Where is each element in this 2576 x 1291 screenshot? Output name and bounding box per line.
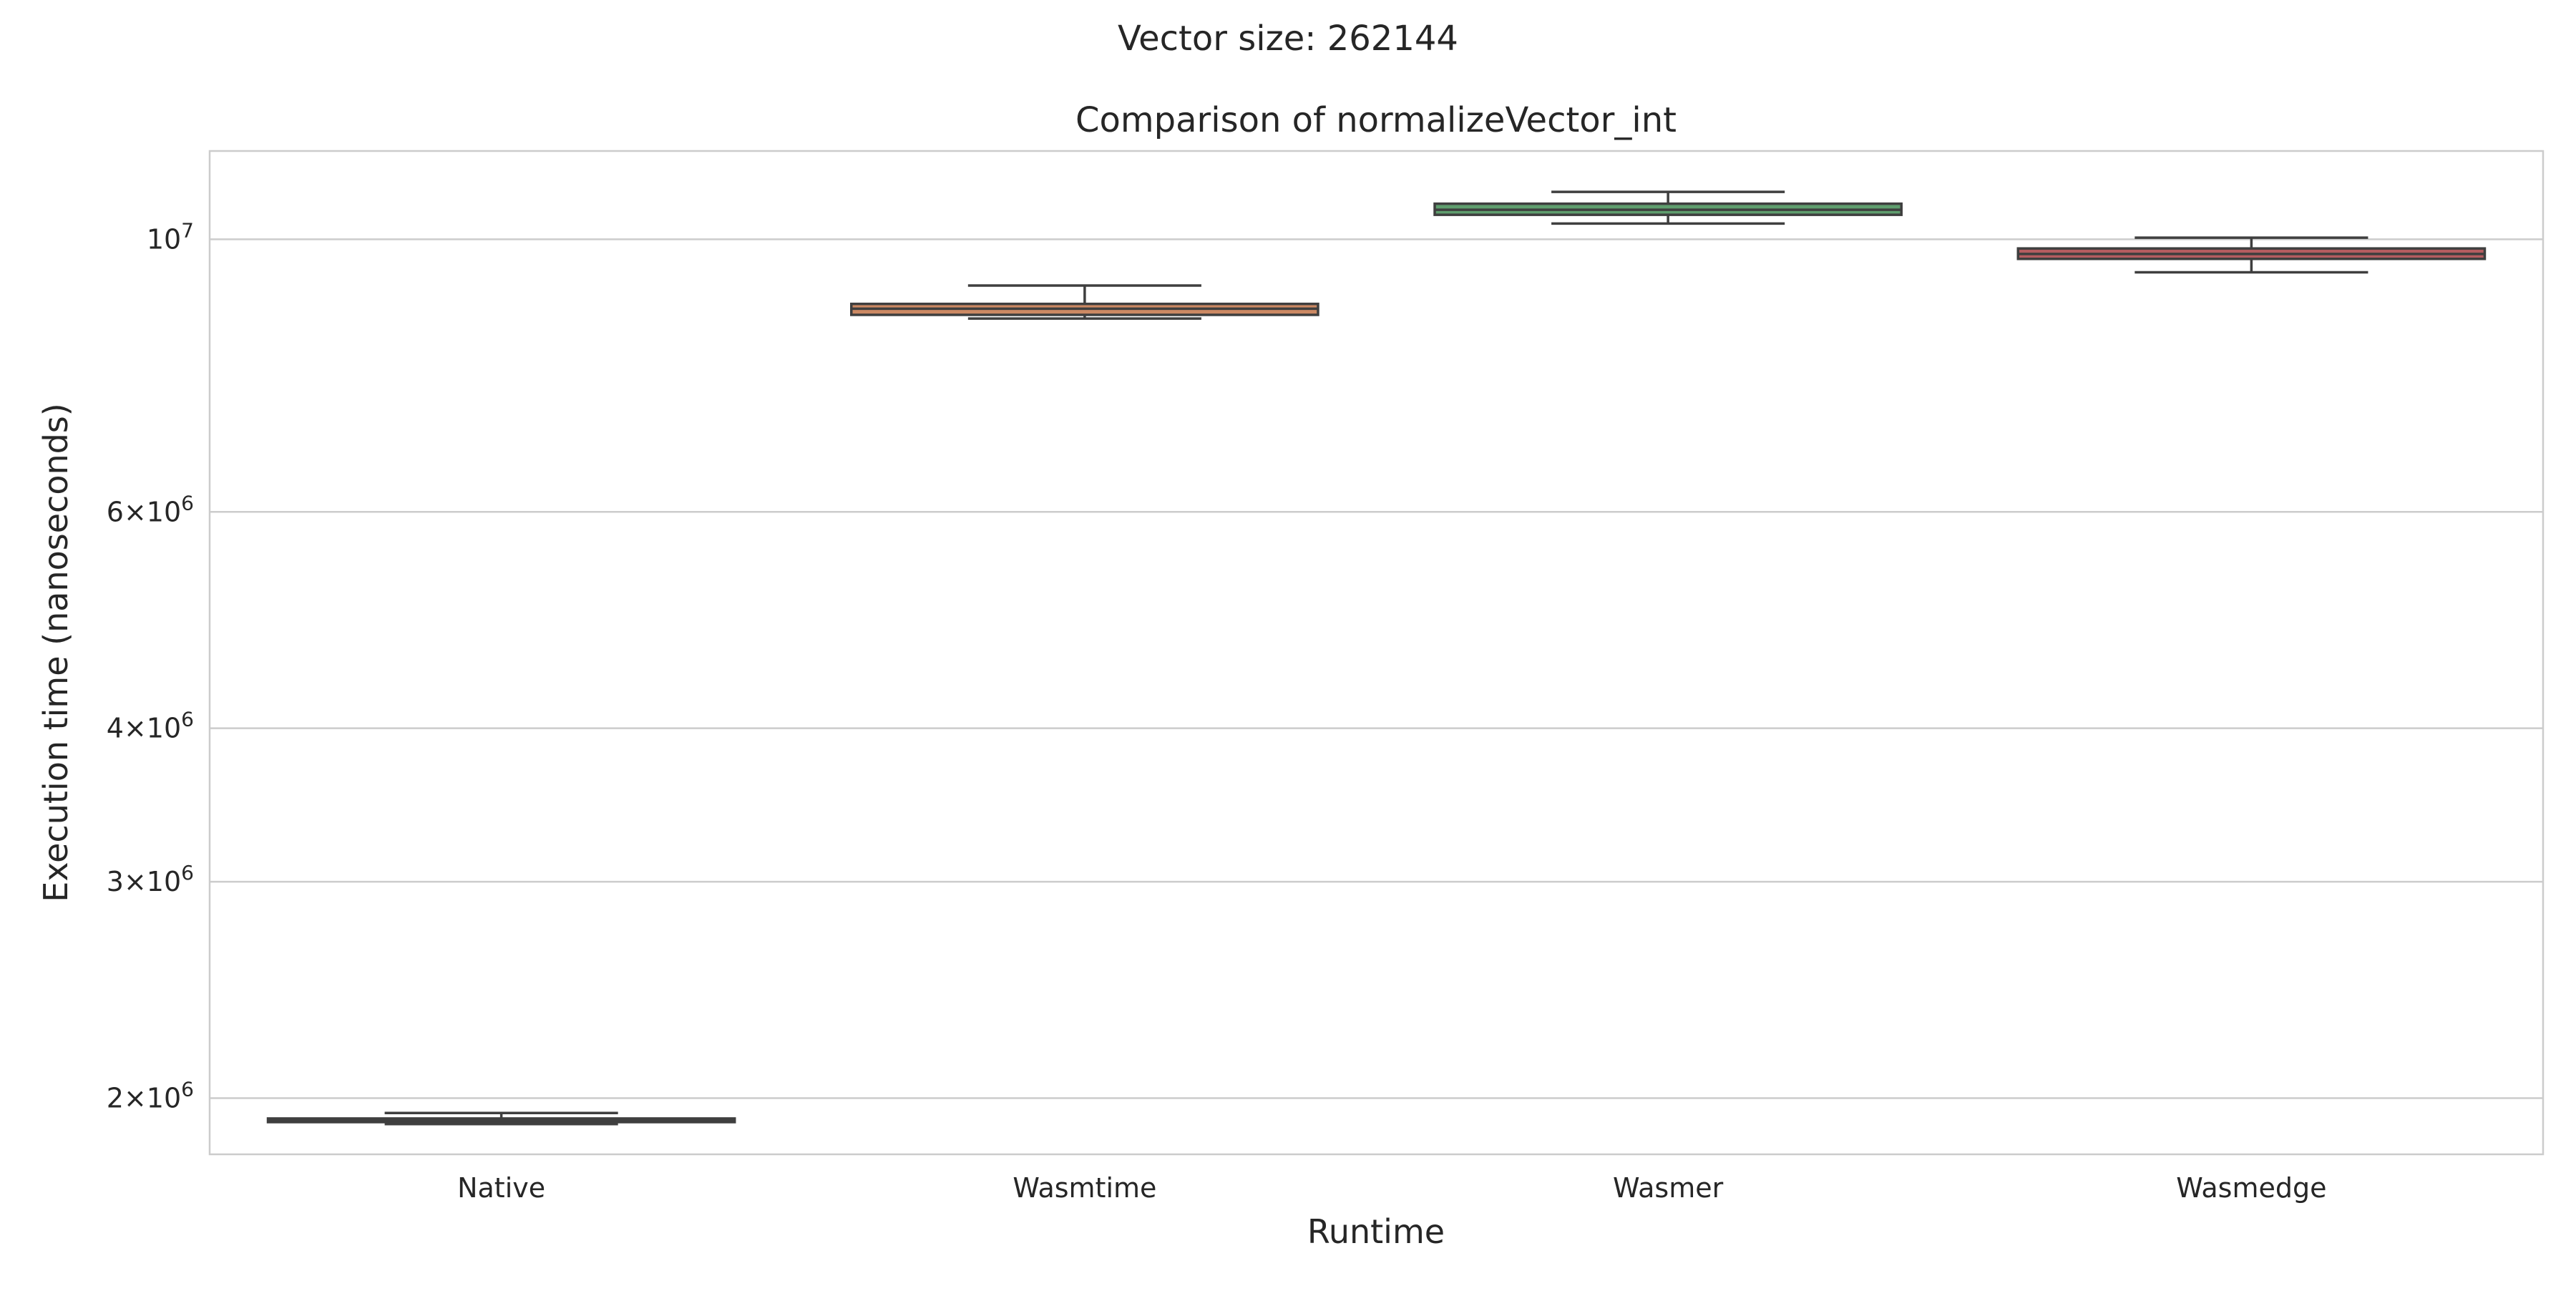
boxes	[266, 190, 2487, 1126]
y-tick-label: 107	[147, 218, 194, 255]
x-tick-label: Wasmer	[1613, 1172, 1724, 1204]
y-axis-ticks: 2×106 3×106 4×106 6×106 107	[107, 218, 194, 1114]
y-axis-label: Execution time (nanoseconds)	[36, 403, 75, 902]
box-wasmtime	[850, 284, 1319, 320]
y-tick-label: 2×106	[107, 1077, 194, 1114]
x-axis-label: Runtime	[1307, 1212, 1445, 1251]
figure-suptitle: Vector size: 262144	[1118, 19, 1458, 59]
box-wasmer	[1433, 190, 1903, 225]
y-tick-label: 3×106	[107, 861, 194, 897]
y-tick-label: 4×106	[107, 708, 194, 744]
x-tick-label: Native	[457, 1172, 545, 1204]
x-tick-label: Wasmedge	[2176, 1172, 2326, 1204]
x-tick-label: Wasmtime	[1013, 1172, 1156, 1204]
box-native	[266, 1111, 736, 1126]
plot-area-frame	[208, 150, 2545, 1156]
y-tick-label: 6×106	[107, 491, 194, 527]
chart-title: Comparison of normalizeVector_int	[1075, 100, 1677, 140]
box-wasmedge	[2016, 236, 2487, 274]
x-axis-ticks: Native Wasmtime Wasmer Wasmedge	[457, 1172, 2326, 1204]
grid-lines	[210, 238, 2543, 1099]
